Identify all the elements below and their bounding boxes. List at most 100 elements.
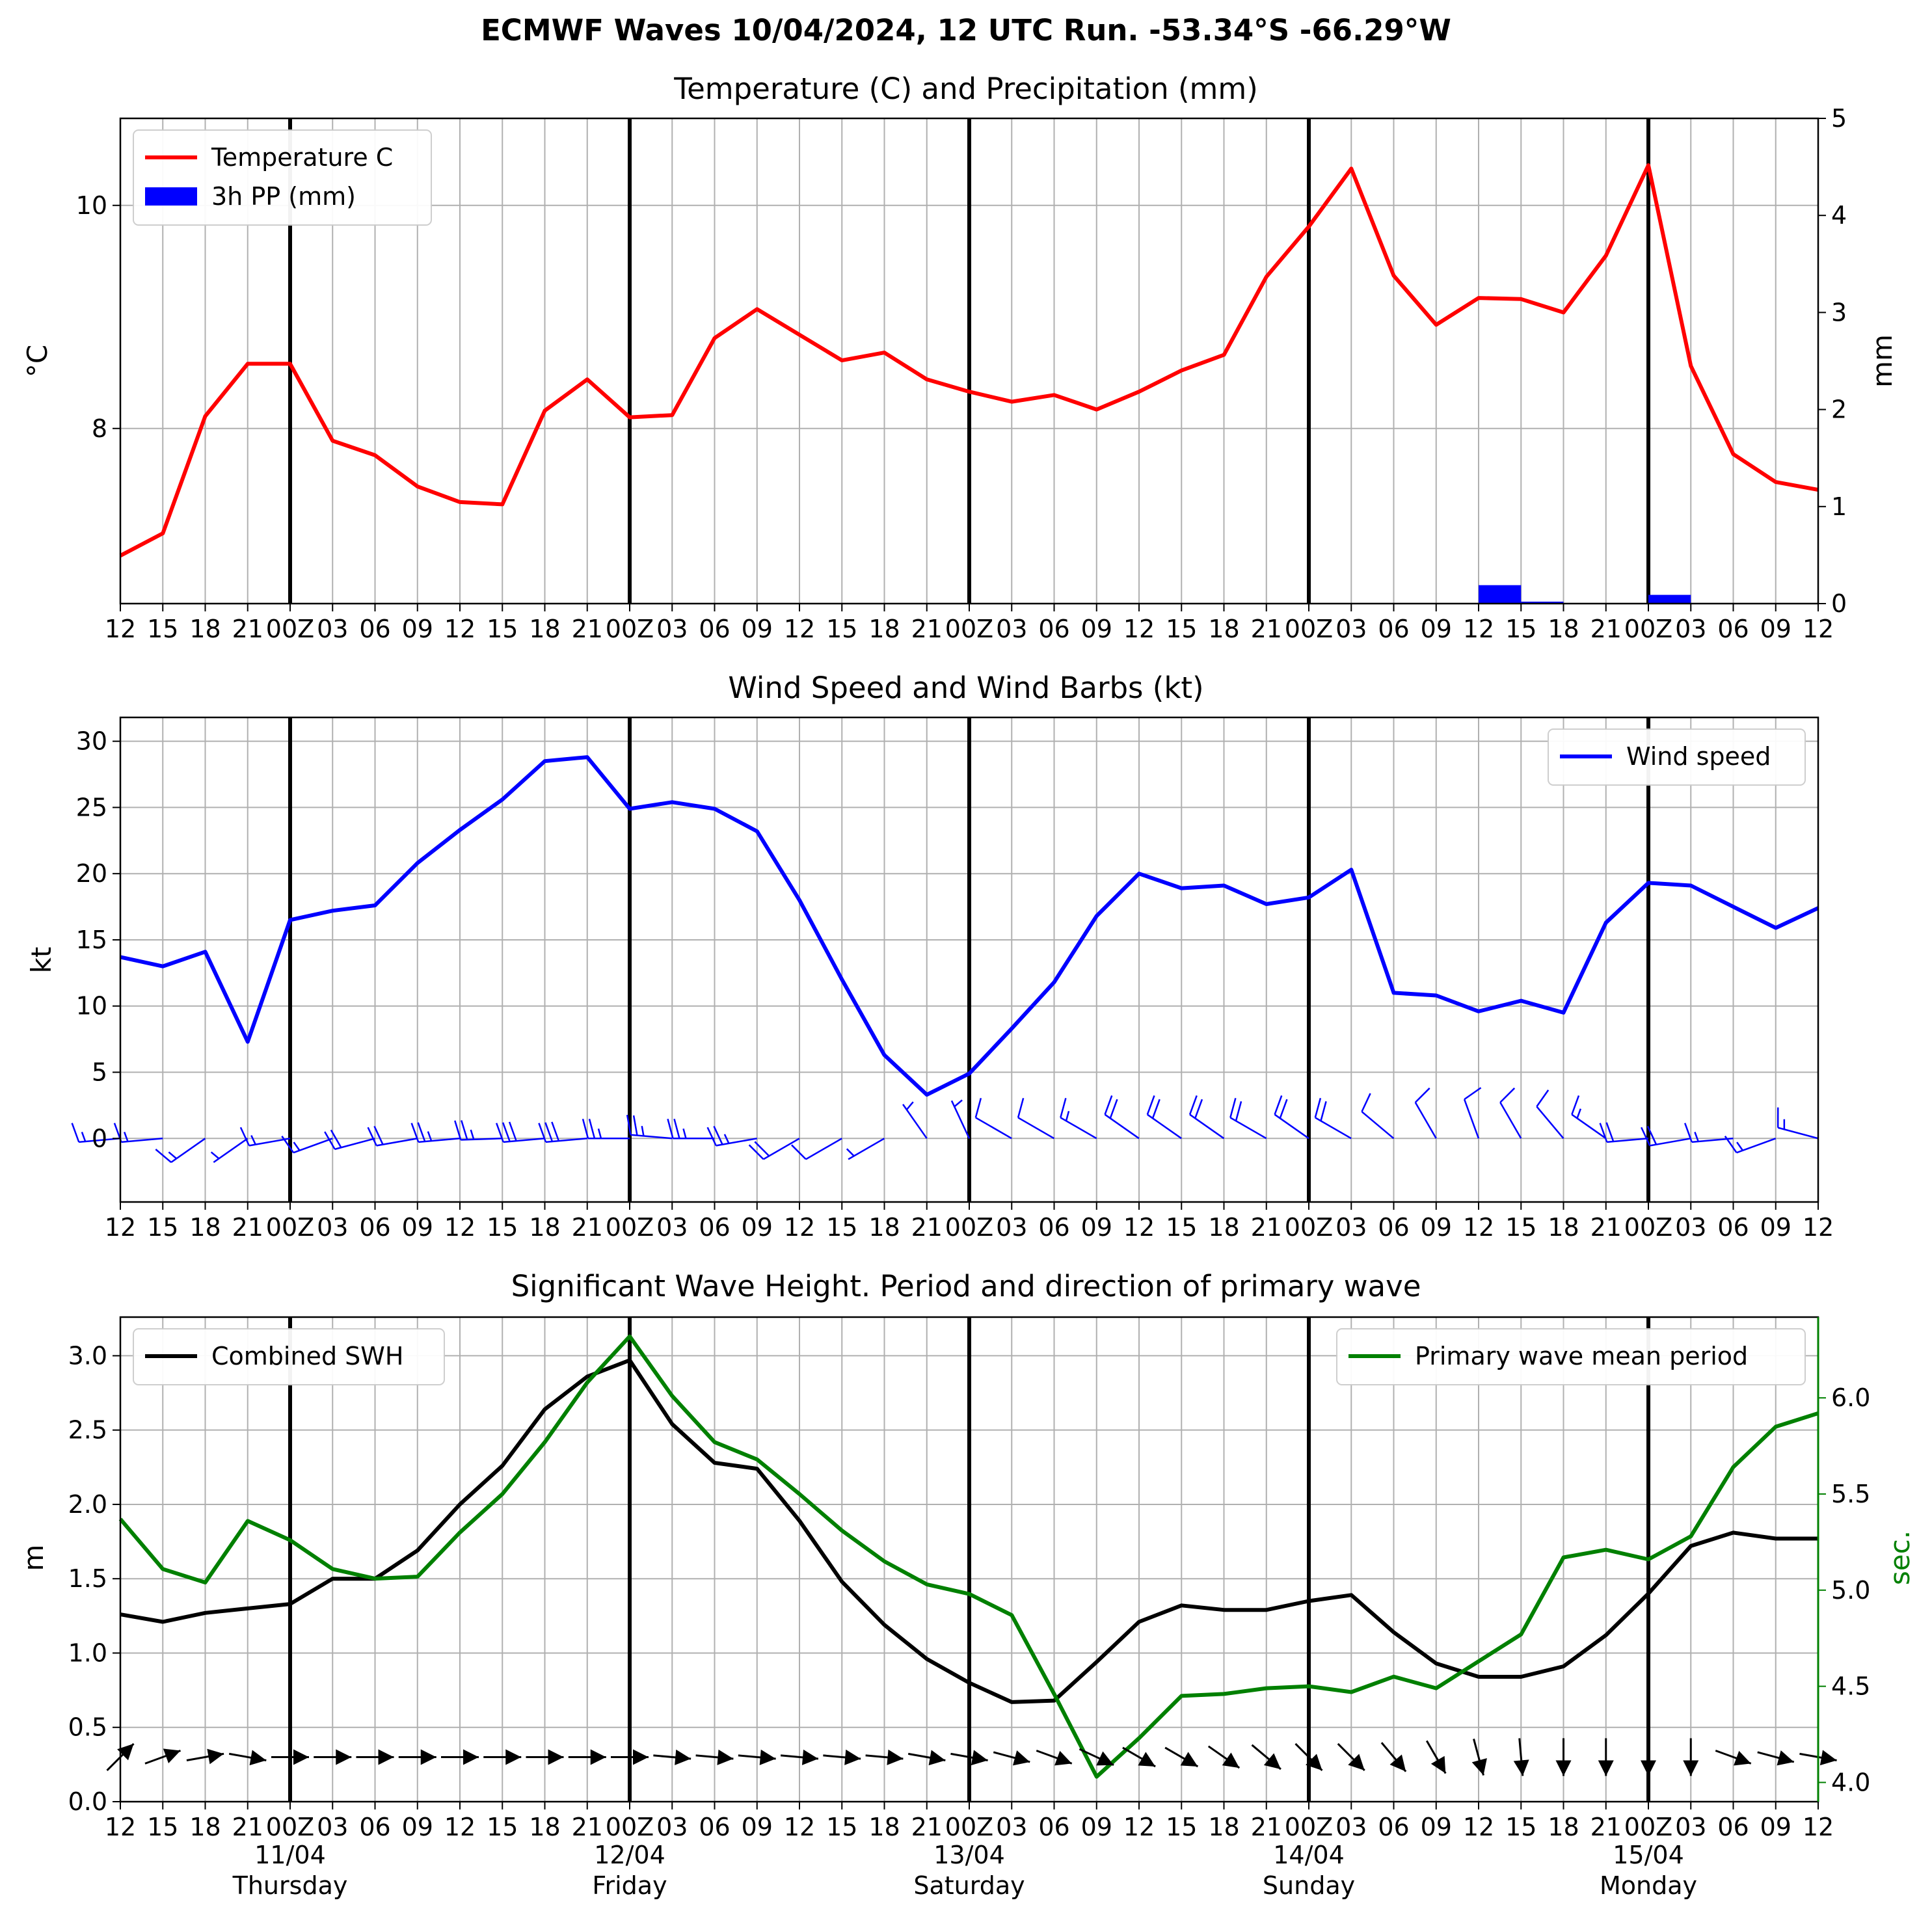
x-tick-label: 03: [317, 1813, 348, 1841]
x-tick-label: 03: [317, 615, 348, 643]
wind-barb-shaft: [1147, 1114, 1182, 1140]
wind-barb: [706, 1125, 757, 1147]
wind-barb: [155, 1138, 206, 1164]
y-right-tick-label: 5.0: [1831, 1576, 1870, 1605]
arrow-head: [675, 1749, 691, 1765]
arrow-head: [505, 1749, 522, 1765]
wave-direction-arrow: [356, 1749, 394, 1765]
x-tick-label: 00Z: [945, 615, 993, 643]
x-tick-label: 18: [1548, 1813, 1579, 1841]
wave-direction-arrow: [1757, 1750, 1795, 1766]
x-tick-label: 15: [1166, 1213, 1197, 1242]
x-tick-label: 15: [1505, 615, 1536, 643]
wind-barb-flag: [1599, 1123, 1608, 1143]
x-tick-label: 18: [529, 1813, 560, 1841]
x-tick-label: 18: [1208, 615, 1239, 643]
x-tick-label: 03: [317, 1213, 348, 1242]
y-tick-label: 1.0: [68, 1638, 107, 1667]
wind-barb-flag: [373, 1125, 384, 1145]
x-tick-label: 21: [911, 1213, 943, 1242]
wind-barb: [1684, 1123, 1734, 1143]
precip-bar: [1521, 602, 1564, 604]
x-tick-label: 18: [868, 1213, 900, 1242]
x-tick-label: 09: [1421, 615, 1452, 643]
wind-barb-flag: [454, 1120, 462, 1140]
x-tick-label: 18: [529, 1213, 560, 1242]
x-tick-label: 09: [1081, 1213, 1112, 1242]
y-tick-label: 20: [76, 859, 107, 888]
x-tick-label: 18: [189, 615, 221, 643]
x-tick-label: 15: [826, 1813, 857, 1841]
day-date-label: 14/04: [1273, 1841, 1345, 1869]
wind-title: Wind Speed and Wind Barbs (kt): [728, 671, 1203, 705]
wind-barb-flag: [626, 1114, 632, 1135]
wind-barb-flag: [1188, 1095, 1198, 1115]
figure-suptitle: ECMWF Waves 10/04/2024, 12 UTC Run. -53.…: [481, 13, 1451, 47]
arrow-head: [1263, 1753, 1281, 1770]
wind-barb-shaft: [1536, 1106, 1564, 1140]
wind-barb-flag: [239, 1127, 250, 1146]
arrow-head: [1513, 1759, 1529, 1776]
x-tick-label: 15: [1505, 1813, 1536, 1841]
x-tick-label: 03: [656, 1813, 688, 1841]
x-tick-label: 09: [1760, 1213, 1791, 1242]
wind-barb-shaft: [170, 1138, 206, 1164]
x-tick-label: 21: [232, 1213, 263, 1242]
wind-barb-shaft: [376, 1138, 418, 1147]
wind-barb-shaft: [213, 1138, 248, 1164]
wind-barb-shaft: [1229, 1117, 1267, 1140]
x-tick-label: 21: [232, 1813, 263, 1841]
x-tick-label: 03: [996, 615, 1027, 643]
wind-barb: [846, 1138, 885, 1160]
arrow-head: [1471, 1758, 1487, 1776]
arrow-head: [1389, 1754, 1406, 1772]
wave-direction-arrow: [780, 1749, 819, 1765]
wind-barb: [239, 1127, 291, 1147]
wave-direction-arrow: [1164, 1746, 1199, 1768]
wind-barb-shaft: [418, 1138, 461, 1143]
x-tick-label: 12: [1803, 1213, 1834, 1242]
x-tick-label: 06: [1378, 1813, 1409, 1841]
x-tick-label: 12: [784, 1213, 815, 1242]
x-tick-label: 09: [742, 1213, 773, 1242]
wind-barb-shaft: [975, 1117, 1012, 1140]
x-tick-label: 15: [826, 1213, 857, 1242]
arrow-head: [1683, 1760, 1699, 1776]
wave-direction-arrow: [568, 1749, 606, 1765]
legend-box: [133, 1328, 445, 1385]
day-weekday-label: Saturday: [913, 1871, 1025, 1900]
wind-barb-flag: [1536, 1089, 1550, 1107]
wind-barb: [974, 1097, 1012, 1140]
y-right-tick-label: 4: [1831, 201, 1847, 230]
wave-direction-arrow: [738, 1749, 776, 1765]
arrow-head: [1180, 1752, 1198, 1767]
wind-barb-shaft: [805, 1138, 842, 1160]
wind-barb-flag: [281, 1136, 295, 1153]
wind-barb: [454, 1120, 503, 1141]
day-weekday-label: Monday: [1600, 1871, 1697, 1900]
wind-barb-shaft: [716, 1138, 757, 1147]
wind-barb-half-flag: [682, 1128, 687, 1139]
y-tick-label: 30: [76, 727, 107, 756]
x-tick-label: 12: [1463, 1813, 1494, 1841]
wind-barb-flag: [1724, 1136, 1737, 1153]
wind-barb: [113, 1123, 163, 1143]
wind-barb-half-flag: [427, 1131, 433, 1141]
x-tick-label: 12: [1123, 1813, 1155, 1841]
x-tick-label: 18: [1548, 615, 1579, 643]
x-tick-label: 03: [656, 1213, 688, 1242]
wind-barb-flag: [1320, 1101, 1327, 1121]
wind-barb-flag: [667, 1118, 674, 1139]
wind-barb-flag: [367, 1127, 377, 1146]
wind-barb: [1414, 1088, 1437, 1139]
y-right-tick-label: 3: [1831, 298, 1847, 327]
x-tick-label: 18: [1208, 1213, 1239, 1242]
wind-barb-shaft: [545, 1138, 587, 1143]
wave-direction-arrow: [1683, 1738, 1699, 1776]
wind-barb-shaft: [1361, 1111, 1395, 1140]
arrow-head: [801, 1749, 818, 1765]
wind-barb-half-flag: [723, 1134, 730, 1144]
x-tick-label: 21: [1590, 615, 1622, 643]
day-weekday-label: Friday: [592, 1871, 667, 1900]
